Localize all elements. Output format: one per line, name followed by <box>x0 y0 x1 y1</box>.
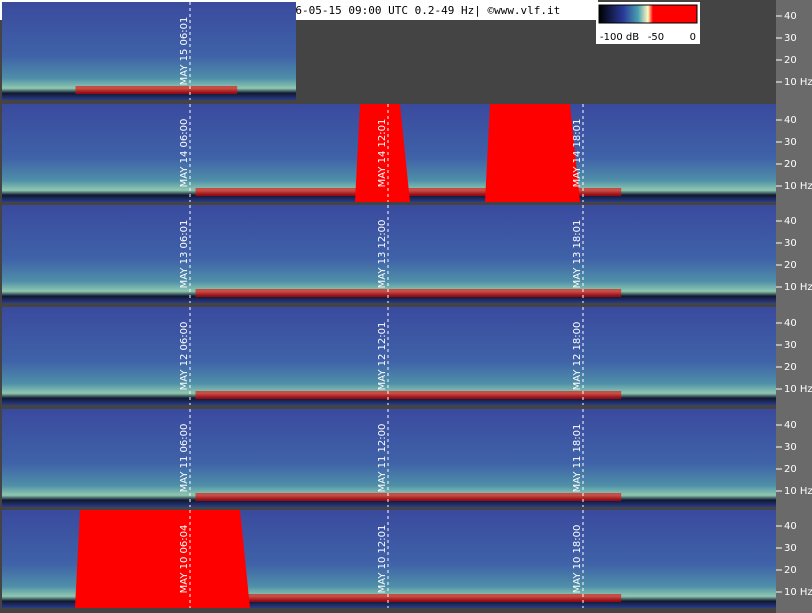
activity-burst <box>75 510 250 608</box>
time-label: MAY 14 12:01 <box>377 119 388 188</box>
freq-label: 30 <box>784 340 797 351</box>
spectrogram-strip <box>2 2 296 100</box>
time-label: MAY 11 18:01 <box>572 424 583 493</box>
freq-label: 40 <box>784 216 797 227</box>
time-label: MAY 12 18:00 <box>572 322 583 391</box>
freq-label: 20 <box>784 464 797 475</box>
freq-label: 10 Hz <box>784 587 812 598</box>
activity-burst <box>355 104 410 202</box>
colorbar <box>598 4 698 24</box>
colorbar-label: -100 dB <box>600 32 639 43</box>
activity-band <box>195 594 622 602</box>
time-label: MAY 13 12:00 <box>377 220 388 289</box>
time-label: MAY 12 12:01 <box>377 322 388 391</box>
freq-label: 40 <box>784 521 797 532</box>
colorbar-label: -50 <box>648 32 664 43</box>
freq-label: 20 <box>784 565 797 576</box>
activity-band <box>75 86 238 94</box>
freq-label: 20 <box>784 260 797 271</box>
spectrogram-strip <box>2 205 776 303</box>
freq-label: 40 <box>784 115 797 126</box>
time-label: MAY 13 18:01 <box>572 220 583 289</box>
colorbar-label: 0 <box>690 32 696 43</box>
time-label: MAY 11 06:00 <box>179 424 190 493</box>
spectrogram-strip <box>2 409 776 507</box>
freq-label: 30 <box>784 442 797 453</box>
time-label: MAY 13 06:01 <box>179 220 190 289</box>
activity-band <box>195 493 622 501</box>
time-label: MAY 12 06:00 <box>179 322 190 391</box>
time-label: MAY 10 18:00 <box>572 525 583 594</box>
freq-label: 30 <box>784 33 797 44</box>
activity-band <box>195 391 622 399</box>
time-label: MAY 10 12:01 <box>377 525 388 594</box>
activity-burst <box>485 104 580 202</box>
spectrogram-strip <box>2 307 776 405</box>
freq-label: 10 Hz <box>784 486 812 497</box>
freq-label: 40 <box>784 318 797 329</box>
freq-label: 20 <box>784 159 797 170</box>
freq-label: 20 <box>784 362 797 373</box>
time-label: MAY 14 06:00 <box>179 119 190 188</box>
freq-label: 30 <box>784 137 797 148</box>
activity-band <box>195 289 622 297</box>
freq-label: 20 <box>784 55 797 66</box>
freq-axis-bg <box>776 0 812 613</box>
time-label: MAY 15 06:01 <box>179 17 190 86</box>
freq-label: 40 <box>784 11 797 22</box>
freq-label: 30 <box>784 543 797 554</box>
freq-label: 10 Hz <box>784 282 812 293</box>
freq-label: 30 <box>784 238 797 249</box>
time-label: MAY 10 06:04 <box>179 525 190 594</box>
freq-label: 10 Hz <box>784 77 812 88</box>
time-label: MAY 11 12:00 <box>377 424 388 493</box>
time-label: MAY 14 18:01 <box>572 119 583 188</box>
freq-label: 10 Hz <box>784 384 812 395</box>
freq-label: 40 <box>784 420 797 431</box>
freq-label: 10 Hz <box>784 181 812 192</box>
